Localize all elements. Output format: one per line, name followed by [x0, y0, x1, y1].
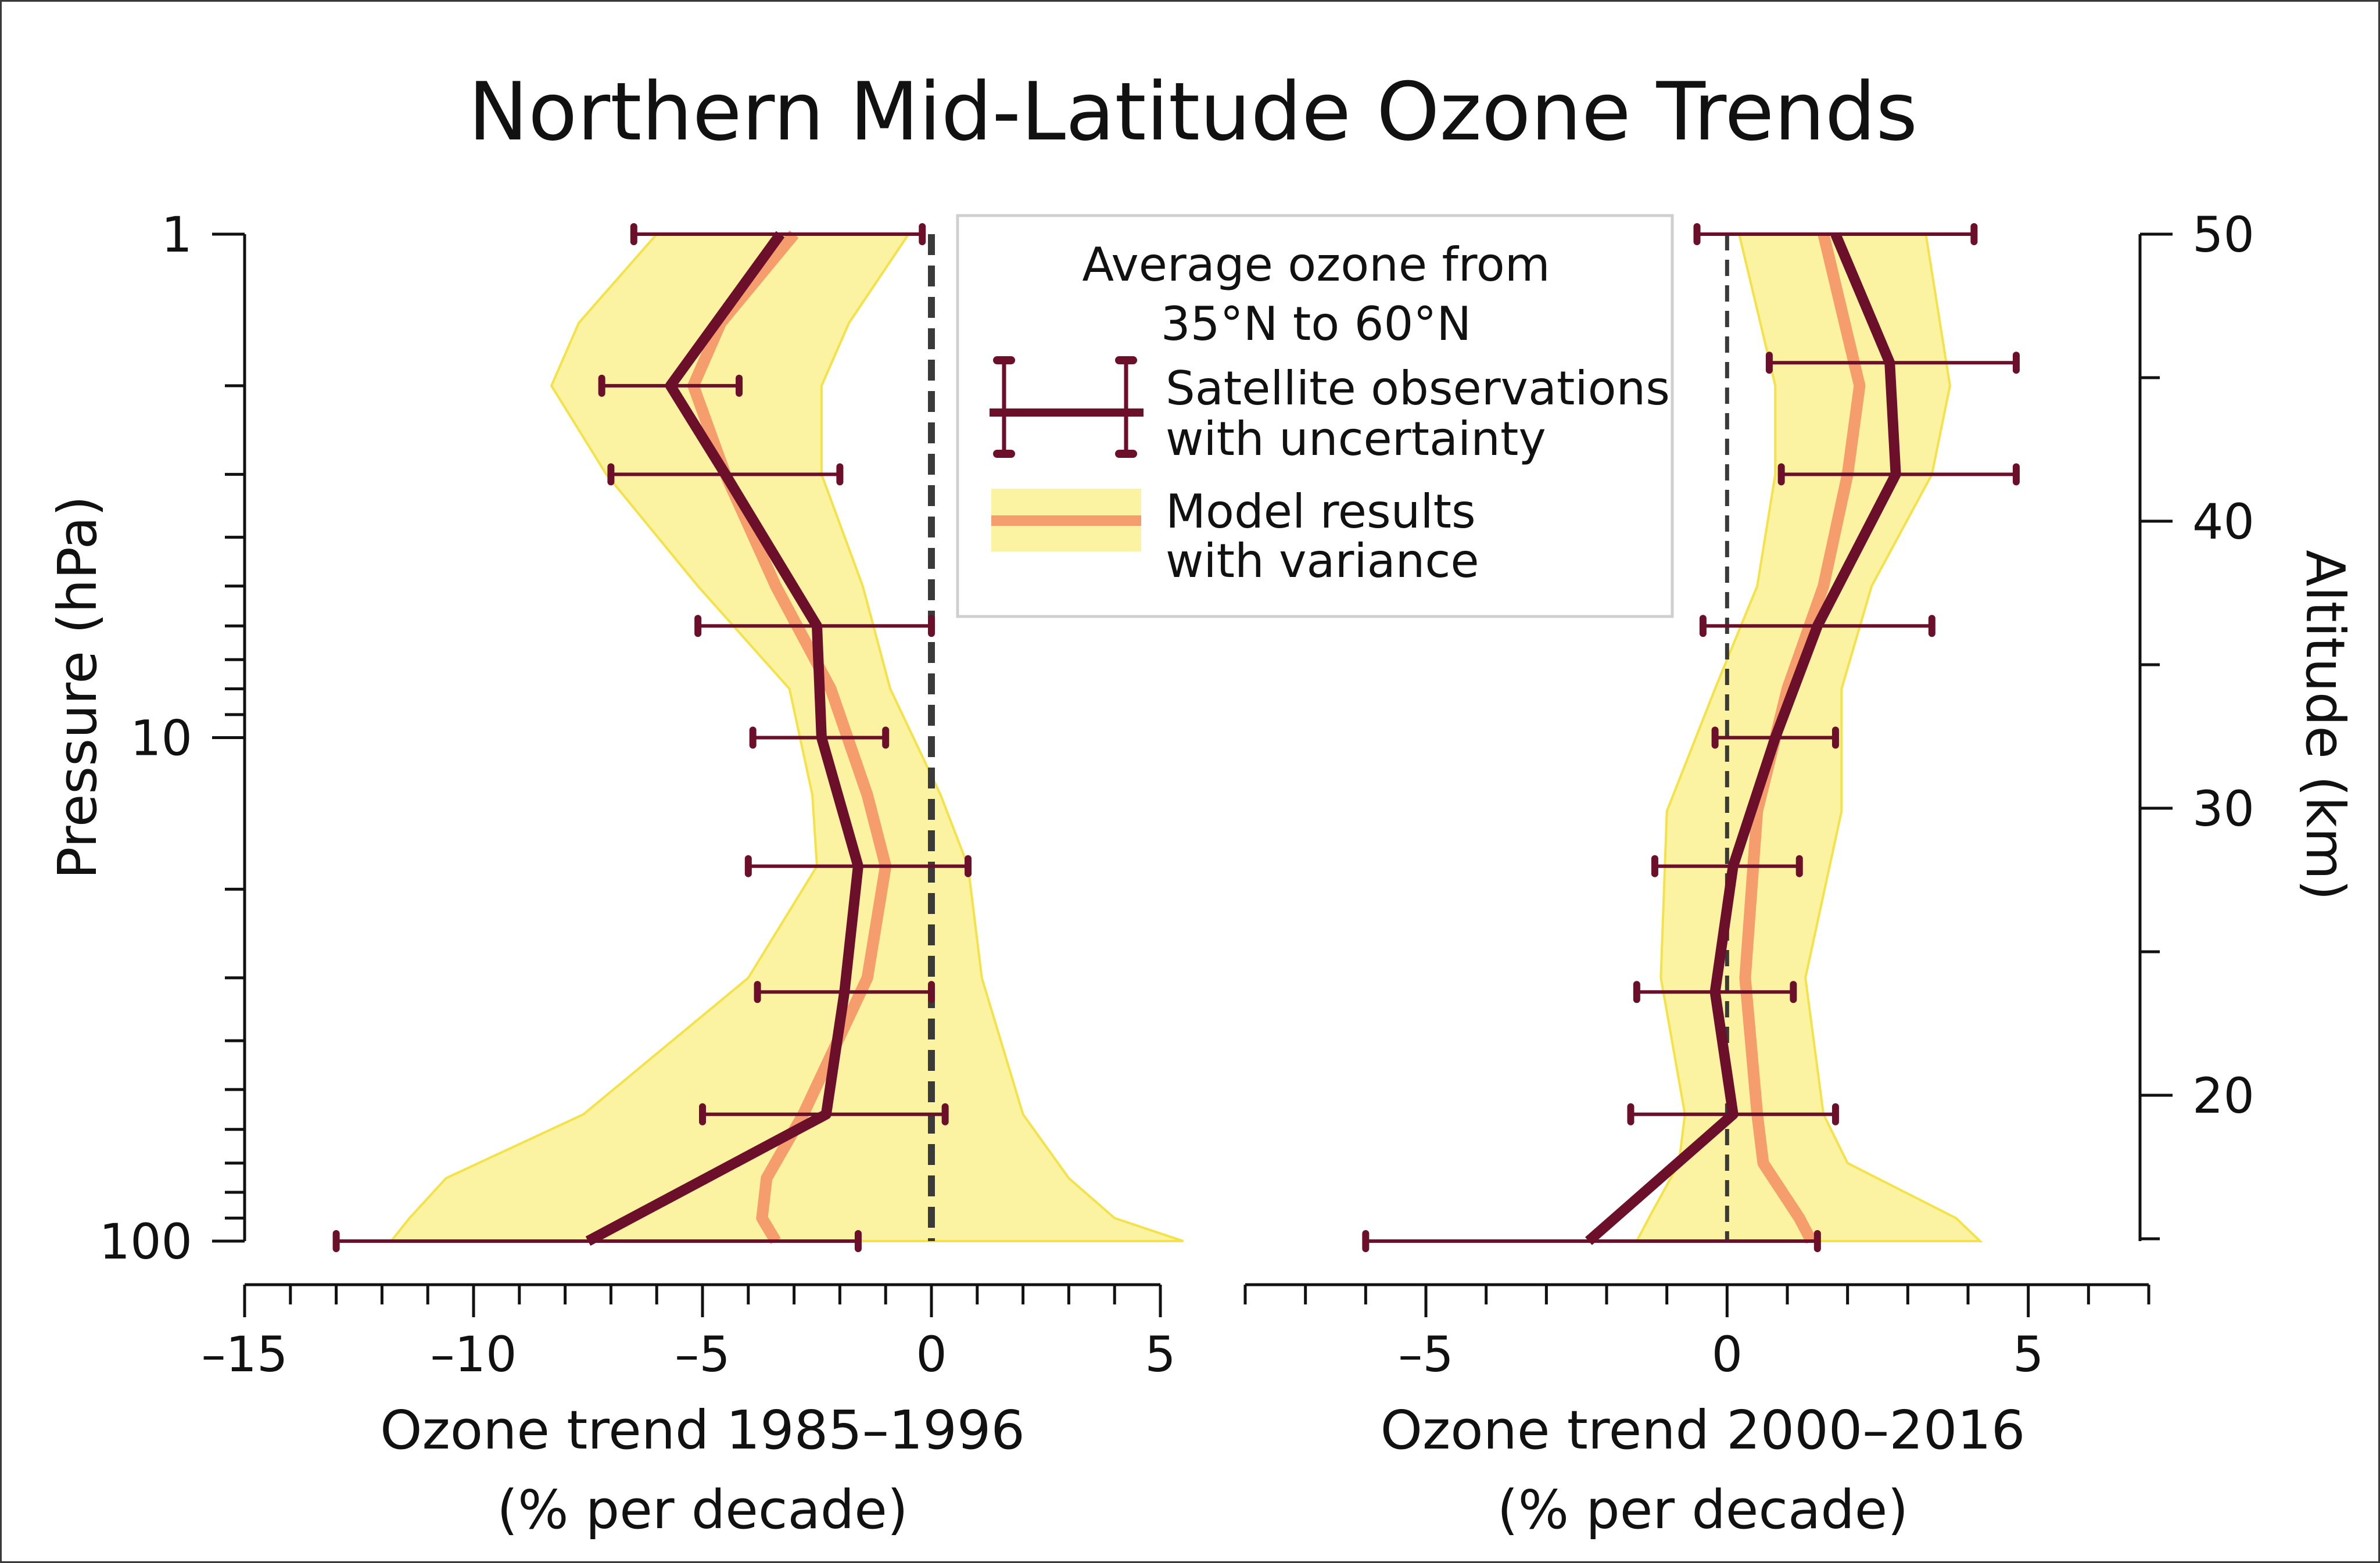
legend-obs-label-2: with uncertainty — [1166, 412, 1546, 466]
panel-1-x-axis: –15 –10 –5 0 5 Ozone trend 1985–1996 (% per de… — [202, 1283, 1176, 1541]
x-axis-label-units: (% per decade) — [1497, 1479, 1908, 1541]
legend-heading: Average ozone from — [1082, 238, 1550, 292]
x-axis-label: Ozone trend 2000–2016 — [1381, 1399, 2026, 1461]
panel-2-observation-line — [1585, 232, 1901, 1245]
x-tick-label: 0 — [916, 1326, 947, 1383]
panel-1-observation-line — [585, 231, 863, 1246]
x-tick-label: 0 — [1712, 1326, 1743, 1383]
x-axis-label: Ozone trend 1985–1996 — [380, 1399, 1025, 1461]
legend-obs-label: Satellite observations — [1166, 361, 1670, 415]
altitude-axis: 20 30 40 50 Altitude (km) — [2138, 206, 2356, 1241]
x-axis-label-units: (% per decade) — [497, 1479, 908, 1541]
panels-layer — [332, 223, 2020, 1252]
panel-2-plot — [1362, 223, 2020, 1252]
x-tick-label: 5 — [1145, 1326, 1175, 1383]
legend-model-label: Model results — [1166, 485, 1476, 539]
pressure-axis-label: Pressure (hPa) — [46, 496, 109, 879]
panel-1-plot — [332, 223, 1184, 1252]
chart-title: Northern Mid-Latitude Ozone Trends — [468, 65, 1917, 159]
altitude-tick-label: 30 — [2192, 780, 2254, 837]
pressure-axis: 1 10 100 Pressure (hPa) — [46, 206, 246, 1270]
pressure-tick-label: 1 — [162, 206, 192, 263]
pressure-tick-label: 10 — [130, 710, 192, 767]
panel-2-model-mean-line — [1739, 232, 1866, 1244]
panel-2-x-axis: –5 0 5 Ozone trend 2000–2016 (% per decade) — [1243, 1283, 2150, 1541]
altitude-tick-label: 20 — [2192, 1067, 2254, 1124]
legend-model-swatch — [991, 489, 1141, 551]
axes-layer: –15 –10 –5 0 5 Ozone trend 1985–1996 (% per de… — [46, 206, 2356, 1541]
x-tick-label: –10 — [431, 1326, 517, 1383]
x-tick-label: –15 — [202, 1326, 288, 1383]
x-tick-label: 5 — [2013, 1326, 2044, 1383]
pressure-tick-label: 100 — [99, 1213, 192, 1270]
altitude-tick-label: 50 — [2192, 206, 2254, 263]
altitude-tick-label: 40 — [2192, 493, 2254, 550]
altitude-axis-label: Altitude (km) — [2294, 550, 2356, 900]
legend-heading-latitudes: 35°N to 60°N — [1161, 297, 1471, 351]
x-tick-label: –5 — [1398, 1326, 1453, 1383]
legend-observation-swatch — [990, 356, 1144, 458]
legend-model-label-2: with variance — [1166, 534, 1479, 588]
panel-2-obs-errorbar — [1651, 855, 1803, 877]
x-tick-label: –5 — [675, 1326, 730, 1383]
